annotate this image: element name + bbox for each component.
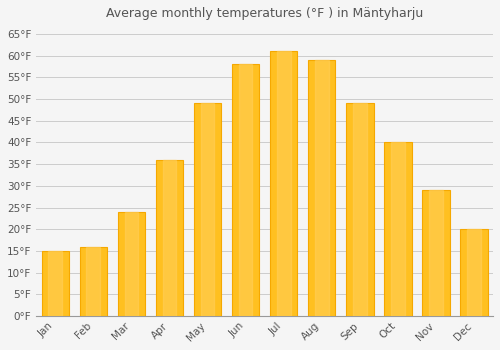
Bar [384,142,411,316]
Bar [200,103,214,316]
Bar [194,103,221,316]
Bar [238,64,252,316]
Bar [162,160,176,316]
Bar [156,160,183,316]
Bar [42,251,69,316]
Bar [118,212,145,316]
Bar [315,60,328,316]
Title: Average monthly temperatures (°F ) in Mäntyharju: Average monthly temperatures (°F ) in Mä… [106,7,423,20]
Bar [308,60,336,316]
Bar [353,103,366,316]
Bar [391,142,404,316]
Bar [48,251,62,316]
Bar [86,247,100,316]
Bar [277,51,290,316]
Bar [232,64,260,316]
Bar [422,190,450,316]
Bar [80,247,107,316]
Bar [429,190,443,316]
Bar [124,212,138,316]
Bar [460,229,487,316]
Bar [467,229,481,316]
Bar [270,51,297,316]
Bar [346,103,374,316]
